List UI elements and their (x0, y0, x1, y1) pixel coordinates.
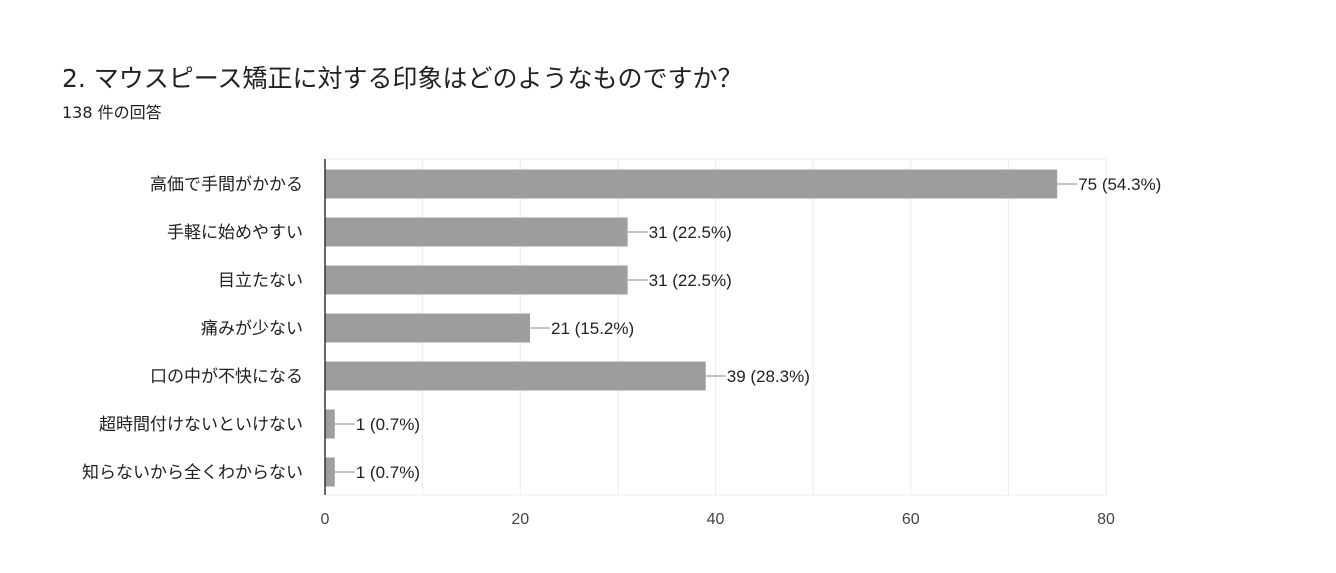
bar[interactable] (325, 217, 628, 247)
x-tick-label: 80 (1097, 511, 1115, 528)
bar[interactable] (325, 457, 335, 487)
bar[interactable] (325, 313, 531, 343)
value-label: 75 (54.3%) (1078, 175, 1161, 194)
category-label: 知らないから全くわからない (82, 463, 303, 483)
value-label: 31 (22.5%) (649, 223, 732, 242)
value-label: 1 (0.7%) (356, 463, 420, 482)
response-count: 138 件の回答 (62, 103, 162, 122)
category-label: 超時間付けないといけない (99, 415, 303, 435)
x-tick-label: 40 (707, 511, 725, 528)
bar[interactable] (325, 409, 335, 439)
bars (325, 169, 1058, 487)
value-label: 1 (0.7%) (356, 415, 420, 434)
value-label: 21 (15.2%) (551, 319, 634, 338)
value-label: 39 (28.3%) (727, 367, 810, 386)
x-tick-label: 60 (902, 511, 920, 528)
x-tick-label: 20 (511, 511, 529, 528)
chart-title: 2. マウスピース矯正に対する印象はどのようなものですか？ (62, 64, 743, 93)
labels: 75 (54.3%) 高価で手間がかかる 31 (22.5%) 手軽に始めやすい 31 … (82, 175, 1161, 528)
value-label: 31 (22.5%) (649, 271, 732, 290)
category-label: 手軽に始めやすい (167, 223, 303, 243)
x-tick-label: 0 (321, 511, 330, 528)
bar[interactable] (325, 265, 628, 295)
bar[interactable] (325, 361, 706, 391)
category-label: 高価で手間がかかる (150, 175, 303, 195)
bar[interactable] (325, 169, 1058, 199)
category-label: 痛みが少ない (201, 319, 303, 339)
category-label: 口の中が不快になる (150, 367, 303, 387)
category-label: 目立たない (218, 271, 303, 291)
